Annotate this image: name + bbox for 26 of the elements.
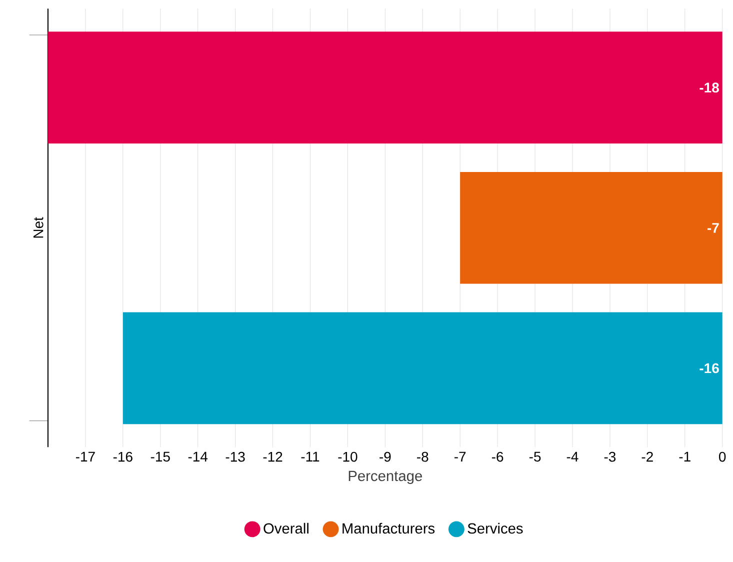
legend-label: Overall [264,523,308,534]
x-tick-label: -5 [529,452,541,462]
x-tick-label: -15 [150,452,170,462]
y-tick-label: Net [34,217,44,238]
data-label: -18 [700,82,719,93]
x-tick-label: -3 [604,452,616,462]
legend-label: Manufacturers [342,523,435,534]
x-tick-label: -2 [642,452,653,462]
data-label: -16 [700,363,719,374]
x-tick-label: -1 [679,452,690,462]
x-tick-label: -14 [188,452,208,462]
x-tick-label: -10 [338,452,358,462]
x-tick-label: -17 [76,452,95,462]
x-tick-label: -13 [226,452,245,462]
x-tick-label: -7 [454,452,466,462]
x-tick-label: -9 [380,452,391,462]
x-tick-label: -12 [263,452,282,462]
x-tick-label: -16 [113,452,132,462]
x-tick-label: -11 [301,452,320,462]
legend-label: Services [468,523,523,534]
x-tick-label: -4 [566,452,578,462]
data-label: -7 [708,223,719,233]
x-axis-title: Percentage [348,471,422,484]
x-tick-label: -8 [417,452,428,462]
x-tick-label: 0 [718,452,726,462]
x-tick-label: -6 [492,452,504,462]
